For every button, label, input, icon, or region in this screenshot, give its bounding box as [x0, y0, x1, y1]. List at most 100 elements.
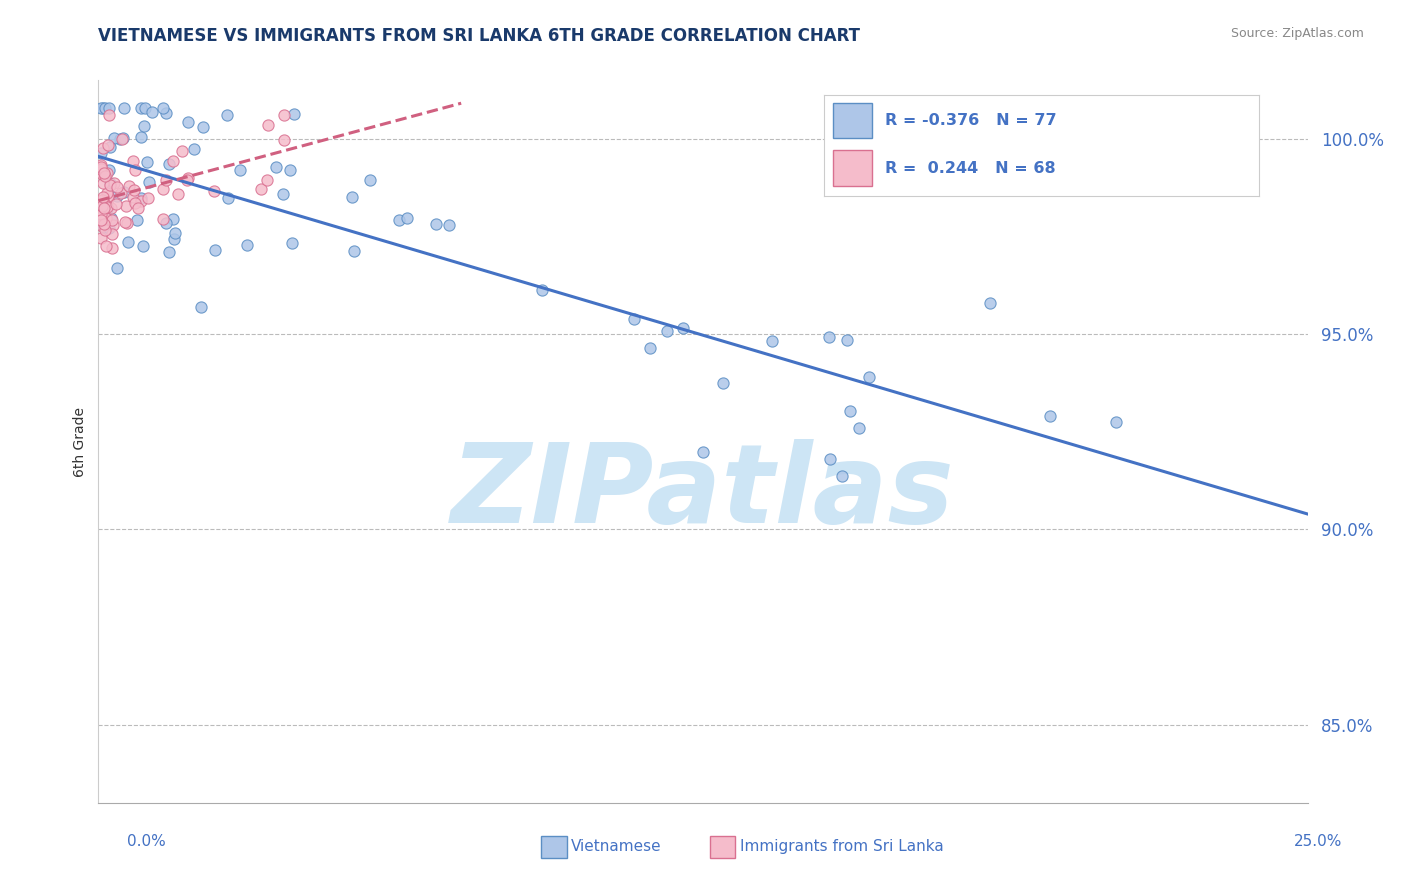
Point: [155, 105, 177, 120]
Point: [177, 115, 200, 129]
Point: [761, 334, 783, 348]
Point: [340, 190, 363, 204]
Point: [100, 140, 122, 154]
Point: [93, 196, 115, 211]
Point: [858, 370, 880, 384]
Point: [396, 211, 419, 225]
Point: [105, 188, 128, 202]
Point: [93, 220, 115, 235]
Point: [152, 212, 174, 227]
Point: [101, 227, 124, 241]
Point: [90, 231, 112, 245]
Point: [114, 215, 136, 229]
Point: [1105, 415, 1128, 429]
Point: [90, 158, 112, 172]
Point: [692, 445, 714, 459]
Point: [124, 196, 146, 211]
Point: [165, 227, 187, 241]
Point: [100, 211, 122, 226]
Point: [163, 232, 186, 246]
Point: [217, 191, 239, 205]
Point: [848, 421, 870, 435]
Point: [264, 160, 287, 174]
Point: [124, 163, 146, 178]
Point: [115, 199, 138, 213]
Point: [93, 214, 115, 228]
Point: [172, 144, 194, 158]
Point: [98, 107, 121, 121]
Point: [623, 312, 645, 326]
Point: [1039, 409, 1062, 423]
Point: [90, 213, 112, 227]
Point: [141, 104, 163, 119]
Point: [152, 101, 174, 115]
Point: [94, 223, 117, 237]
Point: [94, 211, 117, 226]
Point: [122, 190, 145, 204]
Text: 25.0%: 25.0%: [1295, 834, 1343, 849]
Point: [96, 166, 118, 180]
Point: [672, 321, 695, 335]
Point: [229, 163, 252, 178]
Point: [90, 207, 112, 221]
Point: [93, 201, 115, 215]
Point: [96, 186, 118, 200]
Point: [818, 451, 841, 466]
Text: Source: ZipAtlas.com: Source: ZipAtlas.com: [1230, 27, 1364, 40]
Text: 0.0%: 0.0%: [127, 834, 166, 849]
Point: [256, 173, 278, 187]
Point: [90, 101, 112, 115]
Point: [257, 118, 280, 132]
Point: [91, 207, 114, 221]
Point: [250, 182, 273, 196]
Point: [91, 176, 114, 190]
Point: [831, 469, 853, 483]
Point: [359, 173, 381, 187]
Point: [152, 182, 174, 196]
Point: [90, 165, 112, 179]
Point: [343, 244, 366, 258]
Point: [91, 141, 114, 155]
Point: [94, 169, 117, 183]
Text: Immigrants from Sri Lanka: Immigrants from Sri Lanka: [740, 839, 943, 854]
Point: [101, 218, 124, 232]
Point: [91, 199, 114, 213]
Point: [190, 300, 212, 314]
Point: [98, 163, 121, 178]
Point: [112, 186, 135, 200]
Point: [657, 324, 679, 338]
Point: [183, 142, 205, 156]
Point: [215, 108, 238, 122]
Point: [439, 218, 461, 232]
Point: [101, 241, 124, 255]
Point: [283, 107, 305, 121]
Point: [979, 296, 1001, 310]
Point: [177, 170, 200, 185]
Point: [93, 166, 115, 180]
Point: [157, 157, 180, 171]
Point: [117, 178, 139, 193]
Point: [97, 192, 120, 206]
Point: [273, 133, 295, 147]
Point: [132, 239, 155, 253]
Point: [91, 190, 114, 204]
Point: [115, 216, 138, 230]
Y-axis label: 6th Grade: 6th Grade: [73, 407, 87, 476]
Text: Vietnamese: Vietnamese: [571, 839, 661, 854]
Point: [835, 333, 858, 347]
Point: [103, 130, 125, 145]
Point: [162, 154, 184, 169]
Point: [236, 237, 259, 252]
Point: [97, 189, 120, 203]
Point: [281, 236, 304, 251]
Point: [117, 235, 139, 249]
Point: [111, 132, 134, 146]
Point: [138, 176, 160, 190]
Point: [90, 162, 112, 177]
Point: [176, 172, 198, 186]
Point: [129, 101, 152, 115]
Point: [108, 131, 131, 145]
Point: [93, 101, 115, 115]
Point: [155, 216, 177, 230]
Point: [97, 101, 120, 115]
